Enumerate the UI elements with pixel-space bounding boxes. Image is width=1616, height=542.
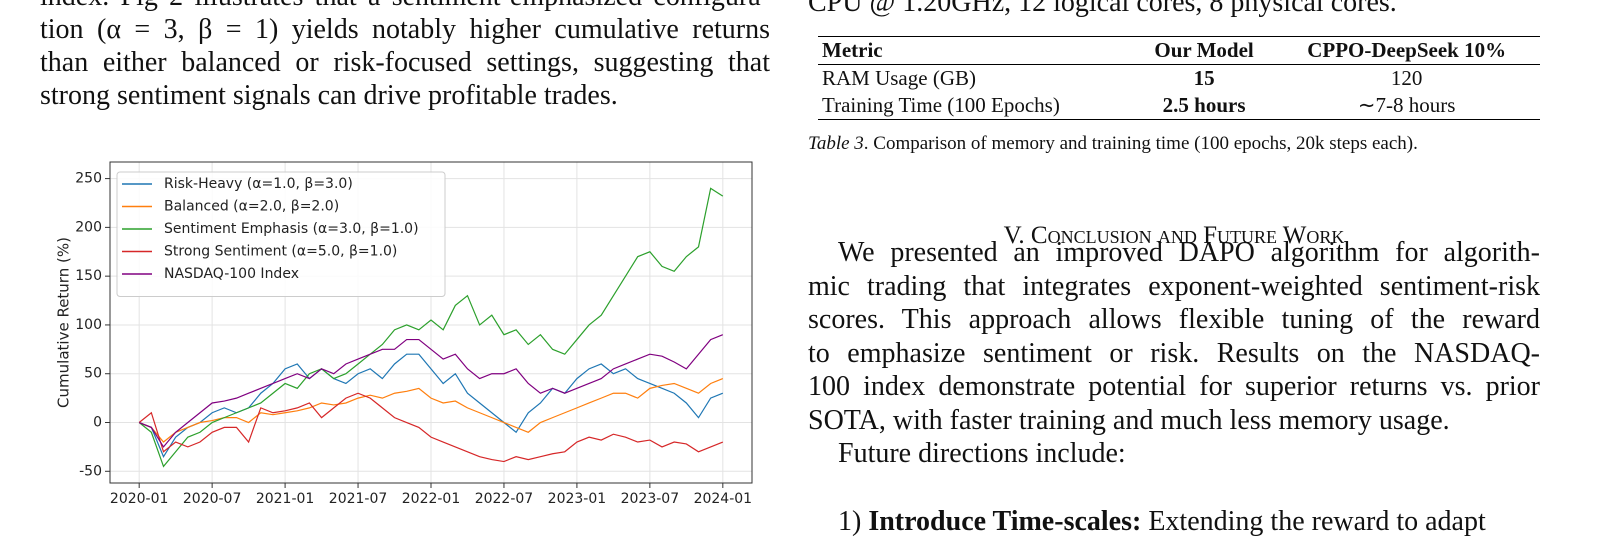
caption-label: Table 3 bbox=[808, 133, 864, 154]
y-tick-label: 100 bbox=[75, 317, 102, 333]
list-item: 1) Introduce Time-scales: Extending the … bbox=[838, 505, 1486, 538]
text-line: We presented an improved DAPO algorithm … bbox=[838, 237, 1540, 268]
plot-frame bbox=[109, 161, 753, 484]
list-title: Introduce Time-scales: bbox=[868, 506, 1142, 537]
x-tick-label: 2021-07 bbox=[329, 491, 388, 507]
section-heading: V. Conclusion and Future Work bbox=[1003, 222, 1345, 249]
table-row: RAM Usage (GB) 15 120 bbox=[818, 65, 1540, 93]
text-line: tion (α = 3, β = 1) yields notably highe… bbox=[40, 14, 770, 45]
text-line: Future directions include: bbox=[838, 438, 1126, 469]
series-line bbox=[138, 392, 724, 463]
text-line: than either balanced or risk-focused set… bbox=[40, 47, 770, 78]
table-row: Training Time (100 Epochs) 2.5 hours ∼7-… bbox=[818, 92, 1540, 120]
cell: 15 bbox=[1193, 66, 1215, 90]
x-tick-label: 2021-01 bbox=[256, 491, 315, 507]
x-tick-label: 2020-07 bbox=[183, 491, 242, 507]
text-line: strong sentiment signals can drive profi… bbox=[40, 80, 618, 111]
text-line: index. Fig 2 illustrates that a sentimen… bbox=[40, 0, 770, 13]
x-tick-label: 2022-01 bbox=[402, 491, 461, 507]
list-text: Extending the reward to adapt bbox=[1148, 506, 1486, 537]
y-tick-label: -50 bbox=[79, 463, 102, 479]
y-tick-label: 150 bbox=[75, 268, 102, 284]
cell: 2.5 hours bbox=[1134, 92, 1274, 120]
text-line: CPU @ 1.20GHz, 12 logical cores, 8 physi… bbox=[808, 0, 1397, 18]
header-cell: Metric bbox=[818, 36, 1135, 65]
legend-label: Balanced (α=2.0, β=2.0) bbox=[164, 199, 339, 215]
cell: RAM Usage (GB) bbox=[822, 66, 976, 90]
cell: ∼7-8 hours bbox=[1273, 92, 1540, 120]
y-tick-label: 250 bbox=[75, 171, 102, 187]
table-caption: Table 3. Comparison of memory and traini… bbox=[808, 132, 1540, 156]
y-tick-label: 200 bbox=[75, 219, 102, 235]
legend-box bbox=[116, 171, 446, 297]
y-axis-label: Cumulative Return (%) bbox=[55, 237, 73, 408]
legend-label: Sentiment Emphasis (α=3.0, β=1.0) bbox=[164, 221, 419, 237]
x-tick-label: 2024-01 bbox=[694, 491, 753, 507]
series-line bbox=[138, 334, 724, 448]
y-tick-label: 50 bbox=[84, 366, 102, 382]
header-cell: Our Model bbox=[1134, 36, 1274, 65]
x-tick-label: 2020-01 bbox=[110, 491, 169, 507]
series-line bbox=[138, 378, 724, 443]
x-tick-label: 2023-07 bbox=[621, 491, 680, 507]
cell: Training Time (100 Epochs) bbox=[818, 92, 1135, 120]
legend-label: NASDAQ-100 Index bbox=[164, 266, 299, 282]
y-tick-label: 0 bbox=[93, 415, 102, 431]
legend-label: Strong Sentiment (α=5.0, β=1.0) bbox=[164, 244, 397, 260]
legend-label: Risk-Heavy (α=1.0, β=3.0) bbox=[164, 176, 353, 192]
text-line: 100 index demonstrate potential for supe… bbox=[808, 371, 1540, 402]
series-line bbox=[138, 187, 724, 468]
table-header: Metric Our Model CPPO-DeepSeek 10% bbox=[818, 36, 1540, 65]
chart: -50 0 50 100 150 200 250 2020-01 2020-07 2021-01 2… bbox=[55, 161, 753, 507]
text-line: mic trading that integrates exponent-wei… bbox=[808, 270, 1540, 302]
comparison-table: Metric Our Model CPPO-DeepSeek 10% RAM U… bbox=[818, 36, 1540, 120]
header-cell: CPPO-DeepSeek 10% bbox=[1273, 36, 1540, 65]
text-line: SOTA, with faster training and much less… bbox=[808, 404, 1450, 436]
cell: 120 bbox=[1390, 66, 1423, 90]
x-tick-label: 2022-07 bbox=[475, 491, 534, 507]
text-line: to emphasize sentiment or risk. Results … bbox=[808, 337, 1540, 369]
list-number: 1) bbox=[838, 506, 862, 537]
x-tick-label: 2023-01 bbox=[548, 491, 607, 507]
text-line: scores. This approach allows flexible tu… bbox=[808, 304, 1540, 335]
caption-text: . Comparison of memory and training time… bbox=[863, 133, 1418, 154]
